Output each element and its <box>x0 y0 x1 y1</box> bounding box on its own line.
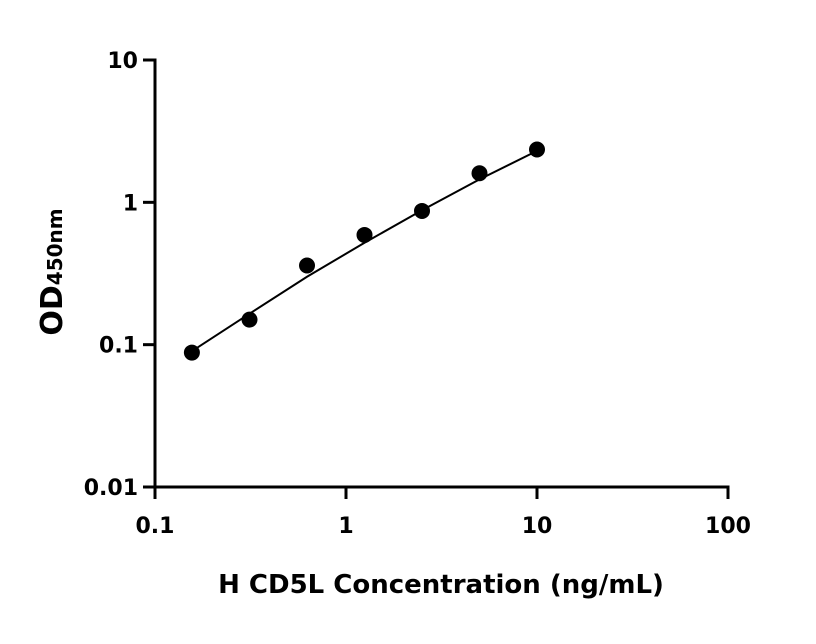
data-point <box>529 141 545 158</box>
y-axis-label-subscript: 450nm <box>43 208 67 285</box>
y-tick-label: 10 <box>107 49 138 74</box>
data-point <box>183 344 200 361</box>
y-axis-label-main: OD <box>35 285 70 335</box>
y-axis-label: OD450nm <box>35 208 70 335</box>
data-point <box>414 202 431 219</box>
y-tick-label: 1 <box>123 191 138 216</box>
y-tick-label: 0.1 <box>99 334 138 359</box>
x-tick-label: 10 <box>522 514 553 539</box>
data-point <box>356 226 373 243</box>
data-point <box>299 257 316 274</box>
data-point <box>241 311 258 328</box>
x-tick-label: 100 <box>705 514 751 539</box>
x-tick-label: 0.1 <box>136 514 175 539</box>
x-tick-label: 1 <box>338 514 353 539</box>
y-tick-label: 0.01 <box>84 476 138 501</box>
data-point <box>471 165 488 182</box>
x-axis-label: H CD5L Concentration (ng/mL) <box>218 570 664 600</box>
